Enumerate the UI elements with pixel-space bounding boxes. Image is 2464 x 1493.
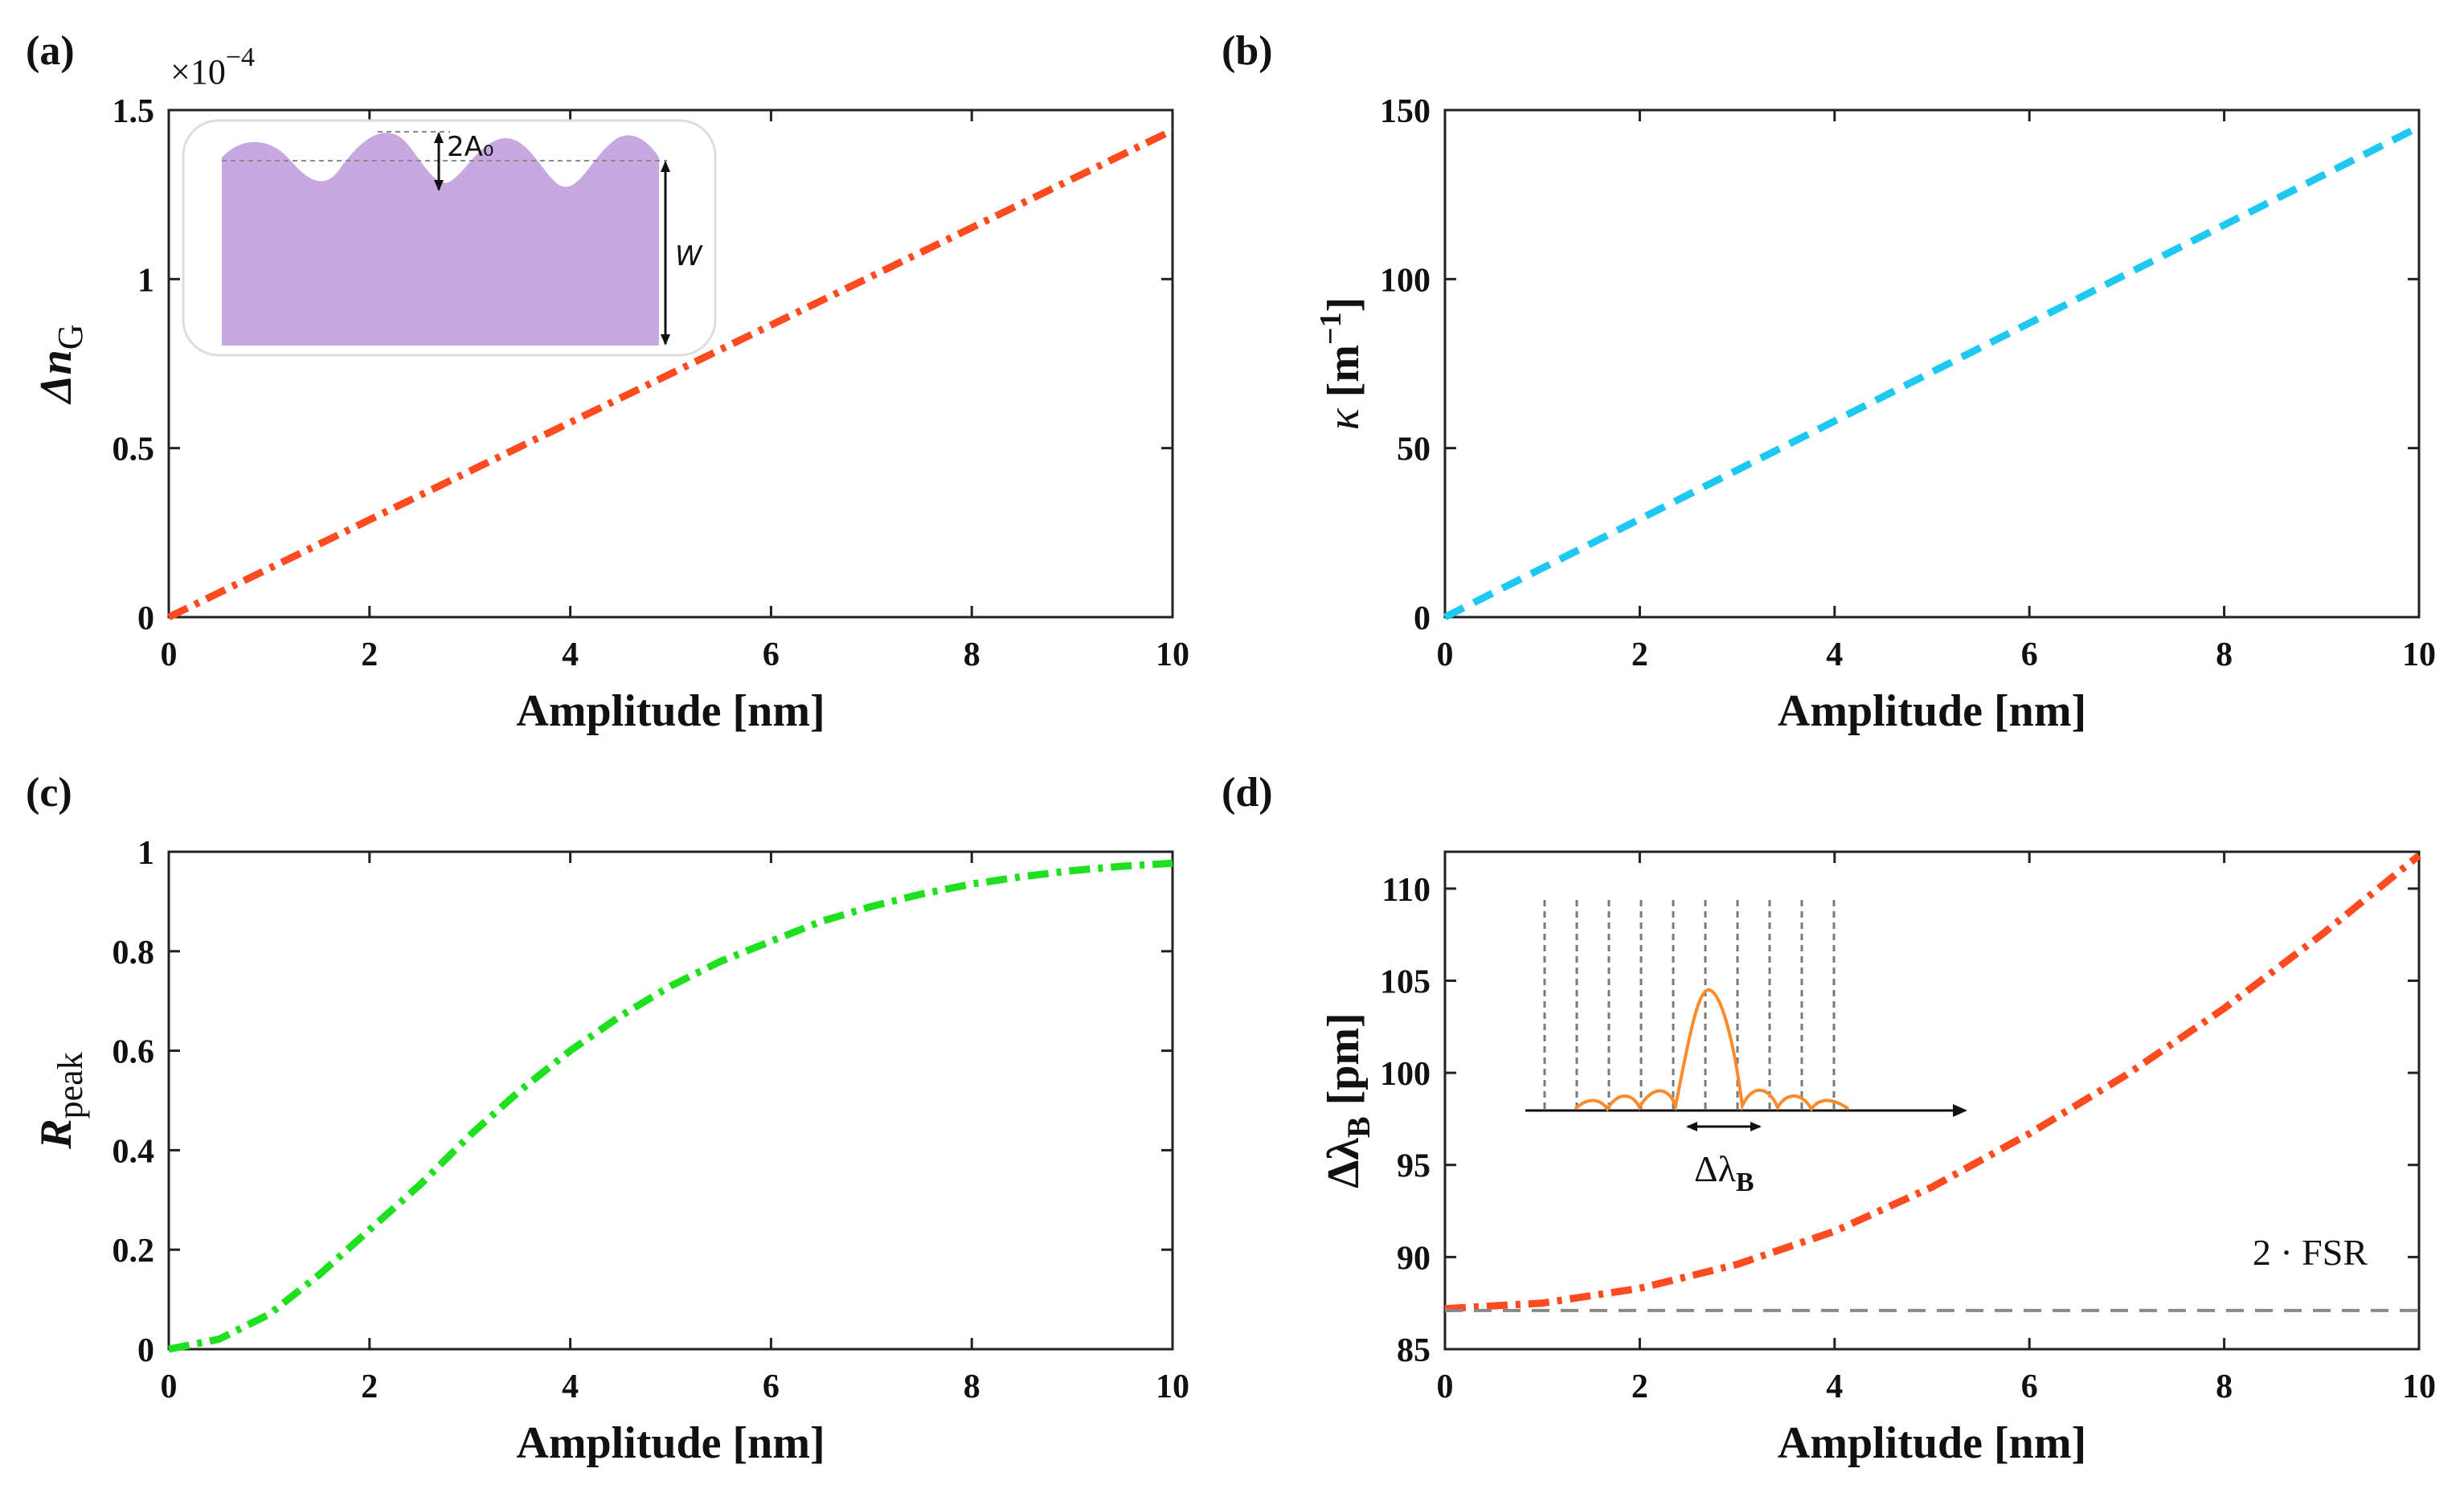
y-axis-label: ΔnG <box>31 324 90 404</box>
x-tick-label: 0 <box>1437 636 1454 673</box>
panel-d: (d) 0 2 4 6 8 10 85 90 95 100 105 110 Amplitude [nm] <box>1222 770 2436 1468</box>
inset-waveguide: 2A₀ W <box>182 119 717 357</box>
panel-label: (d) <box>1222 770 1273 816</box>
y-axis-label: Rpeak <box>31 1052 90 1149</box>
inset-label-amplitude: 2A₀ <box>447 131 494 163</box>
y-axis-label-a: ΔnG <box>31 324 90 404</box>
panel-label: (b) <box>1222 28 1273 74</box>
y-axis-label-d: ΔλB [pm] <box>1319 1012 1377 1188</box>
x-axis-label: Amplitude [nm] <box>1778 686 2086 736</box>
y-tick-label: 0.8 <box>113 935 155 971</box>
axis-multiplier: ×10−4 <box>170 43 255 92</box>
series-line <box>1443 123 2421 621</box>
x-tick-label: 6 <box>763 636 780 673</box>
x-tick-label: 8 <box>964 1368 980 1405</box>
panel-label: (c) <box>26 770 72 816</box>
y-tick-label: 50 <box>1397 432 1431 468</box>
x-tick-label: 4 <box>1826 636 1843 673</box>
x-axis-label: Amplitude [nm] <box>516 1418 825 1468</box>
y-tick-label: 1 <box>137 835 154 872</box>
plot-frame <box>167 108 1174 619</box>
x-tick-label: 8 <box>2216 636 2233 673</box>
inset-label-width: W <box>675 240 703 272</box>
x-axis-label: Amplitude [nm] <box>1778 1418 2086 1468</box>
x-tick-label: 4 <box>562 1368 579 1405</box>
y-tick-label: 90 <box>1397 1240 1431 1277</box>
y-axis-label: κ [m−1] <box>1314 297 1369 431</box>
y-tick-label: 95 <box>1397 1148 1431 1185</box>
y-tick-label: 1.5 <box>113 93 155 130</box>
y-tick-label: 0.4 <box>113 1133 155 1170</box>
series-line <box>167 127 1174 621</box>
x-tick-label: 2 <box>361 636 378 673</box>
y-tick-label: 0.2 <box>113 1233 155 1270</box>
y-tick-label: 100 <box>1380 262 1431 299</box>
y-axis-label-b: κ [m−1] <box>1314 297 1369 431</box>
y-tick-label: 0.5 <box>113 432 155 468</box>
x-tick-label: 0 <box>161 636 178 673</box>
y-tick-label: 0 <box>137 1332 154 1369</box>
y-tick-label: 0 <box>137 600 154 637</box>
x-tick-label: 4 <box>1826 1368 1843 1405</box>
y-tick-label: 0.6 <box>113 1034 155 1071</box>
x-tick-label: 2 <box>361 1368 378 1405</box>
y-tick-label: 150 <box>1380 93 1431 130</box>
x-tick-label: 4 <box>562 636 579 673</box>
x-tick-label: 8 <box>964 636 980 673</box>
y-axis-label: ΔλB [pm] <box>1319 1012 1377 1188</box>
x-tick-label: 6 <box>763 1368 780 1405</box>
plot-frame <box>1443 850 2421 1351</box>
plot-frame <box>1443 108 2421 619</box>
series-line <box>1444 853 2421 1313</box>
panel-label: (a) <box>26 28 75 74</box>
y-tick-label: 0 <box>1414 600 1431 637</box>
x-axis-label: Amplitude [nm] <box>516 686 825 736</box>
x-tick-label: 10 <box>2402 1368 2436 1405</box>
x-tick-label: 2 <box>1631 1368 1648 1405</box>
x-tick-label: 6 <box>2021 636 2038 673</box>
x-tick-label: 0 <box>1437 1368 1454 1405</box>
y-tick-label: 100 <box>1380 1056 1431 1093</box>
y-tick-label: 105 <box>1380 963 1431 1000</box>
x-tick-label: 0 <box>161 1368 178 1405</box>
y-axis-label-c: Rpeak <box>31 1052 90 1149</box>
plot-frame <box>167 850 1174 1351</box>
y-tick-label: 85 <box>1397 1332 1431 1369</box>
x-tick-label: 10 <box>1156 636 1189 673</box>
series-line <box>168 859 1173 1353</box>
y-tick-label: 110 <box>1381 872 1431 909</box>
spectrum-axis-arrowhead <box>1953 1104 1967 1117</box>
y-tick-label: 1 <box>137 262 154 299</box>
panel-c: (c) 0 2 4 6 8 10 0 0.2 0.4 0.6 0.8 1 Amplitude [nm] <box>26 770 1189 1468</box>
x-tick-label: 2 <box>1631 636 1648 673</box>
waveguide-shape <box>222 133 659 346</box>
x-tick-label: 10 <box>1156 1368 1189 1405</box>
inset-spectrum: ΔλB <box>1525 900 1967 1197</box>
panel-a: (a) 0 2 4 6 8 10 0 0.5 1 1.5 Amplitude [nm] <box>26 28 1189 736</box>
x-tick-label: 8 <box>2216 1368 2233 1405</box>
spectrum-curve <box>1574 988 1850 1112</box>
fsr-annotation: 2 · FSR <box>2253 1232 2368 1273</box>
x-tick-label: 10 <box>2402 636 2436 673</box>
inset-bandwidth-label: ΔλB <box>1694 1148 1754 1197</box>
x-tick-label: 6 <box>2021 1368 2038 1405</box>
